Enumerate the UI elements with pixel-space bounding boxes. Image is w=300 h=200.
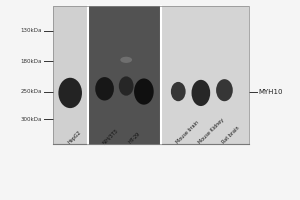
Bar <box>52 6 88 144</box>
Ellipse shape <box>171 82 186 101</box>
Text: 180kDa: 180kDa <box>20 59 42 64</box>
Text: Mouse brain: Mouse brain <box>175 120 200 145</box>
Ellipse shape <box>216 79 233 101</box>
Text: 300kDa: 300kDa <box>20 117 42 122</box>
Text: 250kDa: 250kDa <box>20 89 42 94</box>
Text: MYH10: MYH10 <box>258 89 283 95</box>
Ellipse shape <box>119 76 134 96</box>
Bar <box>52 6 249 144</box>
Text: Mouse Kidney: Mouse Kidney <box>197 117 225 145</box>
Text: NIH/3T3: NIH/3T3 <box>101 127 118 145</box>
Ellipse shape <box>95 77 114 101</box>
Ellipse shape <box>58 78 82 108</box>
Text: HepG2: HepG2 <box>67 130 82 145</box>
Ellipse shape <box>134 78 154 105</box>
Text: HT-29: HT-29 <box>128 131 141 145</box>
Text: Rat brain: Rat brain <box>221 126 240 145</box>
Bar <box>160 6 249 144</box>
Ellipse shape <box>120 57 132 63</box>
Text: 130kDa: 130kDa <box>20 28 42 33</box>
Bar <box>88 6 160 144</box>
Ellipse shape <box>191 80 210 106</box>
